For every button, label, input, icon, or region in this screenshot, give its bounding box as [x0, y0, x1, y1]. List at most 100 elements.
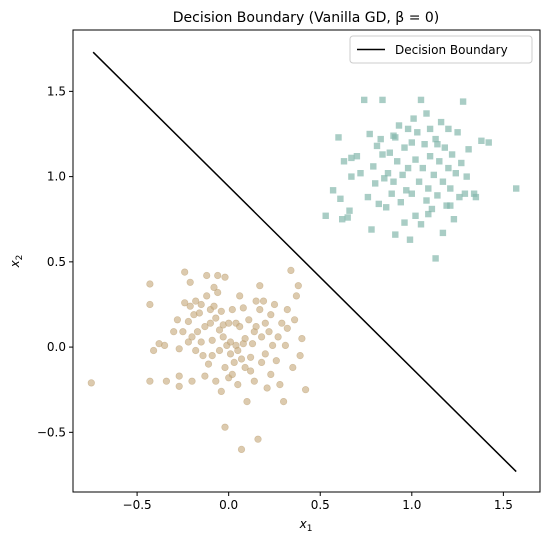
circle-point-44 [214, 271, 222, 280]
square-point-27 [388, 190, 395, 197]
square-point-71 [450, 216, 458, 223]
circle-point-11 [175, 345, 183, 353]
plot-frame [73, 30, 540, 492]
circle-point-67 [236, 292, 244, 300]
square-point-88 [404, 125, 412, 133]
square-point-46 [415, 178, 423, 185]
square-point-10 [353, 153, 361, 160]
circle-point-33 [203, 292, 211, 300]
square-point-81 [472, 193, 480, 201]
circle-point-92 [265, 328, 273, 336]
circle-point-80 [250, 377, 258, 385]
circle-point-1 [146, 280, 154, 288]
circle-point-15 [181, 299, 189, 307]
square-point-16 [370, 163, 377, 170]
circle-point-3 [146, 377, 154, 385]
legend-label: Decision Boundary [395, 43, 508, 57]
square-point-69 [447, 185, 454, 192]
circle-point-69 [237, 355, 246, 363]
decision-boundary-line [92, 51, 517, 473]
circle-point-95 [269, 341, 277, 350]
square-point-59 [432, 255, 439, 262]
circle-point-71 [239, 304, 247, 312]
square-point-85 [447, 202, 454, 209]
square-point-65 [441, 144, 448, 151]
circle-point-78 [248, 340, 257, 348]
square-point-23 [381, 175, 388, 182]
square-point-78 [463, 173, 470, 180]
square-point-68 [445, 125, 452, 133]
circle-point-57 [226, 350, 235, 358]
y-tick-label: 1.0 [47, 170, 66, 184]
circle-point-96 [270, 300, 279, 309]
square-point-64 [439, 178, 447, 185]
square-point-48 [417, 221, 425, 228]
circle-point-72 [241, 363, 249, 372]
square-point-5 [340, 158, 348, 165]
circle-point-23 [192, 297, 200, 305]
square-point-18 [373, 142, 381, 150]
chart-title: Decision Boundary (Vanilla GD, β = 0) [173, 10, 440, 26]
circle-point-112 [298, 335, 306, 343]
circle-point-105 [287, 266, 295, 275]
y-tick-label: 0.0 [47, 340, 66, 354]
circle-point-2 [146, 300, 154, 309]
circle-point-38 [208, 336, 216, 344]
circle-point-61 [230, 358, 238, 367]
circle-point-46 [215, 346, 224, 355]
circle-point-94 [267, 370, 275, 379]
x-tick-label: 0.5 [311, 498, 330, 512]
square-point-87 [392, 134, 399, 141]
circle-point-60 [228, 370, 236, 379]
square-point-41 [408, 190, 415, 197]
circle-point-106 [289, 363, 297, 372]
circle-point-99 [276, 381, 284, 389]
square-point-19 [375, 200, 382, 208]
circle-point-86 [258, 358, 266, 367]
circle-point-31 [201, 372, 209, 380]
circle-point-45 [215, 326, 224, 334]
square-point-73 [454, 129, 461, 136]
circle-point-89 [261, 350, 269, 358]
square-point-32 [395, 122, 403, 129]
plot-border [72, 29, 541, 493]
square-point-75 [458, 159, 465, 167]
circle-point-109 [294, 282, 302, 290]
square-point-11 [357, 170, 364, 177]
circle-point-53 [221, 273, 229, 281]
square-point-74 [456, 193, 463, 201]
square-point-15 [368, 226, 375, 233]
square-point-54 [426, 153, 434, 160]
x-tick-label: 1.5 [494, 498, 513, 512]
circle-point-49 [219, 333, 227, 341]
square-point-7 [346, 207, 353, 214]
circle-point-110 [296, 352, 304, 360]
circle-point-56 [225, 319, 233, 327]
circle-point-103 [283, 324, 291, 332]
square-point-20 [377, 135, 384, 143]
y-axis-label-main: x [8, 259, 22, 268]
circle-point-51 [221, 363, 229, 372]
circle-point-37 [208, 352, 216, 360]
circle-point-82 [252, 323, 260, 331]
square-point-2 [335, 134, 342, 141]
circle-point-39 [210, 283, 218, 292]
square-point-31 [394, 158, 401, 165]
square-point-13 [364, 193, 372, 201]
circle-point-32 [203, 271, 211, 280]
y-tick-label: 0.5 [47, 255, 66, 269]
x-tick-label: −0.5 [123, 498, 152, 512]
circle-point-7 [162, 377, 170, 385]
square-point-63 [439, 229, 447, 237]
circle-point-36 [206, 319, 214, 327]
x-axis-label: x1 [299, 517, 313, 534]
square-point-67 [445, 164, 452, 172]
circle-point-104 [283, 306, 291, 314]
y-axis-label: x2 [8, 255, 25, 269]
circle-point-84 [256, 282, 264, 290]
circle-point-30 [201, 323, 209, 331]
circle-point-75 [245, 316, 253, 324]
square-point-4 [339, 216, 346, 223]
circle-point-9 [173, 316, 181, 324]
